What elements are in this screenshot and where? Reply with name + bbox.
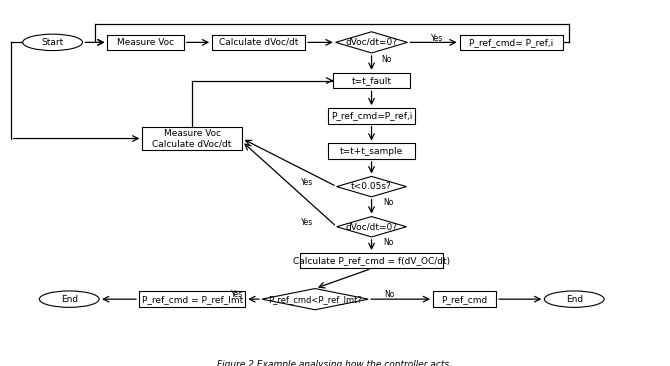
Ellipse shape xyxy=(544,291,604,307)
Ellipse shape xyxy=(23,34,82,51)
Text: End: End xyxy=(61,295,78,304)
FancyBboxPatch shape xyxy=(107,35,184,50)
Text: P_ref_cmd: P_ref_cmd xyxy=(442,295,488,304)
Text: Yes: Yes xyxy=(301,178,313,187)
Text: P_ref_cmd=P_ref,i: P_ref_cmd=P_ref,i xyxy=(331,111,412,120)
FancyBboxPatch shape xyxy=(334,73,410,88)
FancyBboxPatch shape xyxy=(139,291,245,307)
Text: Measure Voc: Measure Voc xyxy=(117,38,174,47)
Polygon shape xyxy=(336,217,407,237)
Text: No: No xyxy=(381,55,391,64)
Text: No: No xyxy=(385,290,395,299)
Ellipse shape xyxy=(40,291,99,307)
Text: Calculate dVoc/dt: Calculate dVoc/dt xyxy=(219,38,298,47)
Text: Yes: Yes xyxy=(230,290,243,299)
Text: P_ref_cmd = P_ref_lmt: P_ref_cmd = P_ref_lmt xyxy=(141,295,243,304)
Text: Figure 2 Example analysing how the controller acts.: Figure 2 Example analysing how the contr… xyxy=(218,360,452,366)
Text: Yes: Yes xyxy=(431,34,444,42)
Text: dVoc/dt=0?: dVoc/dt=0? xyxy=(346,38,397,47)
Text: P_ref_cmd= P_ref,i: P_ref_cmd= P_ref,i xyxy=(469,38,553,47)
Text: Yes: Yes xyxy=(301,218,313,227)
Text: t<0.05s?: t<0.05s? xyxy=(351,182,392,191)
FancyBboxPatch shape xyxy=(328,143,415,159)
Text: Measure Voc
Calculate dVoc/dt: Measure Voc Calculate dVoc/dt xyxy=(153,129,232,148)
FancyBboxPatch shape xyxy=(328,108,415,124)
FancyBboxPatch shape xyxy=(460,35,563,50)
FancyBboxPatch shape xyxy=(212,35,305,50)
FancyBboxPatch shape xyxy=(142,127,242,150)
Polygon shape xyxy=(336,32,407,53)
Text: P_ref_cmd<P_ref_lmt?: P_ref_cmd<P_ref_lmt? xyxy=(268,295,362,304)
Text: No: No xyxy=(383,198,393,207)
Polygon shape xyxy=(262,288,369,310)
Text: t=t+t_sample: t=t+t_sample xyxy=(340,147,403,156)
Polygon shape xyxy=(336,176,407,197)
FancyBboxPatch shape xyxy=(300,253,443,269)
FancyBboxPatch shape xyxy=(433,291,496,307)
Text: dVoc/dt=0?: dVoc/dt=0? xyxy=(346,222,397,231)
Text: Calculate P_ref_cmd = f(dV_OC/dt): Calculate P_ref_cmd = f(dV_OC/dt) xyxy=(293,256,450,265)
Text: End: End xyxy=(565,295,583,304)
Text: No: No xyxy=(383,238,393,247)
Text: t=t_fault: t=t_fault xyxy=(352,76,391,85)
Text: Start: Start xyxy=(42,38,64,47)
